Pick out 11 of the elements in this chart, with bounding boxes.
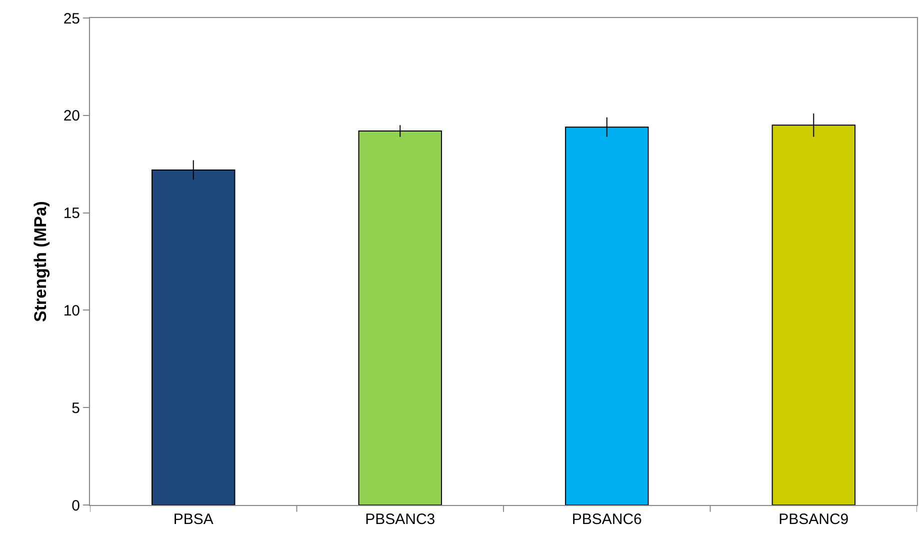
y-tick-label: 25 [63, 10, 80, 28]
y-tick-label: 20 [63, 108, 80, 125]
y-tick-label: 5 [72, 400, 80, 417]
x-tick-label: PBSA [173, 511, 214, 528]
y-tick-label: 0 [72, 497, 80, 514]
x-tick-label: PBSANC6 [572, 511, 642, 528]
y-tick-label: 10 [63, 302, 80, 320]
x-tick-label: PBSANC3 [365, 511, 436, 528]
y-tick-label: 15 [63, 205, 80, 222]
x-tick-label: PBSANC9 [778, 511, 849, 528]
y-axis-title: Strength (MPa) [30, 201, 50, 322]
